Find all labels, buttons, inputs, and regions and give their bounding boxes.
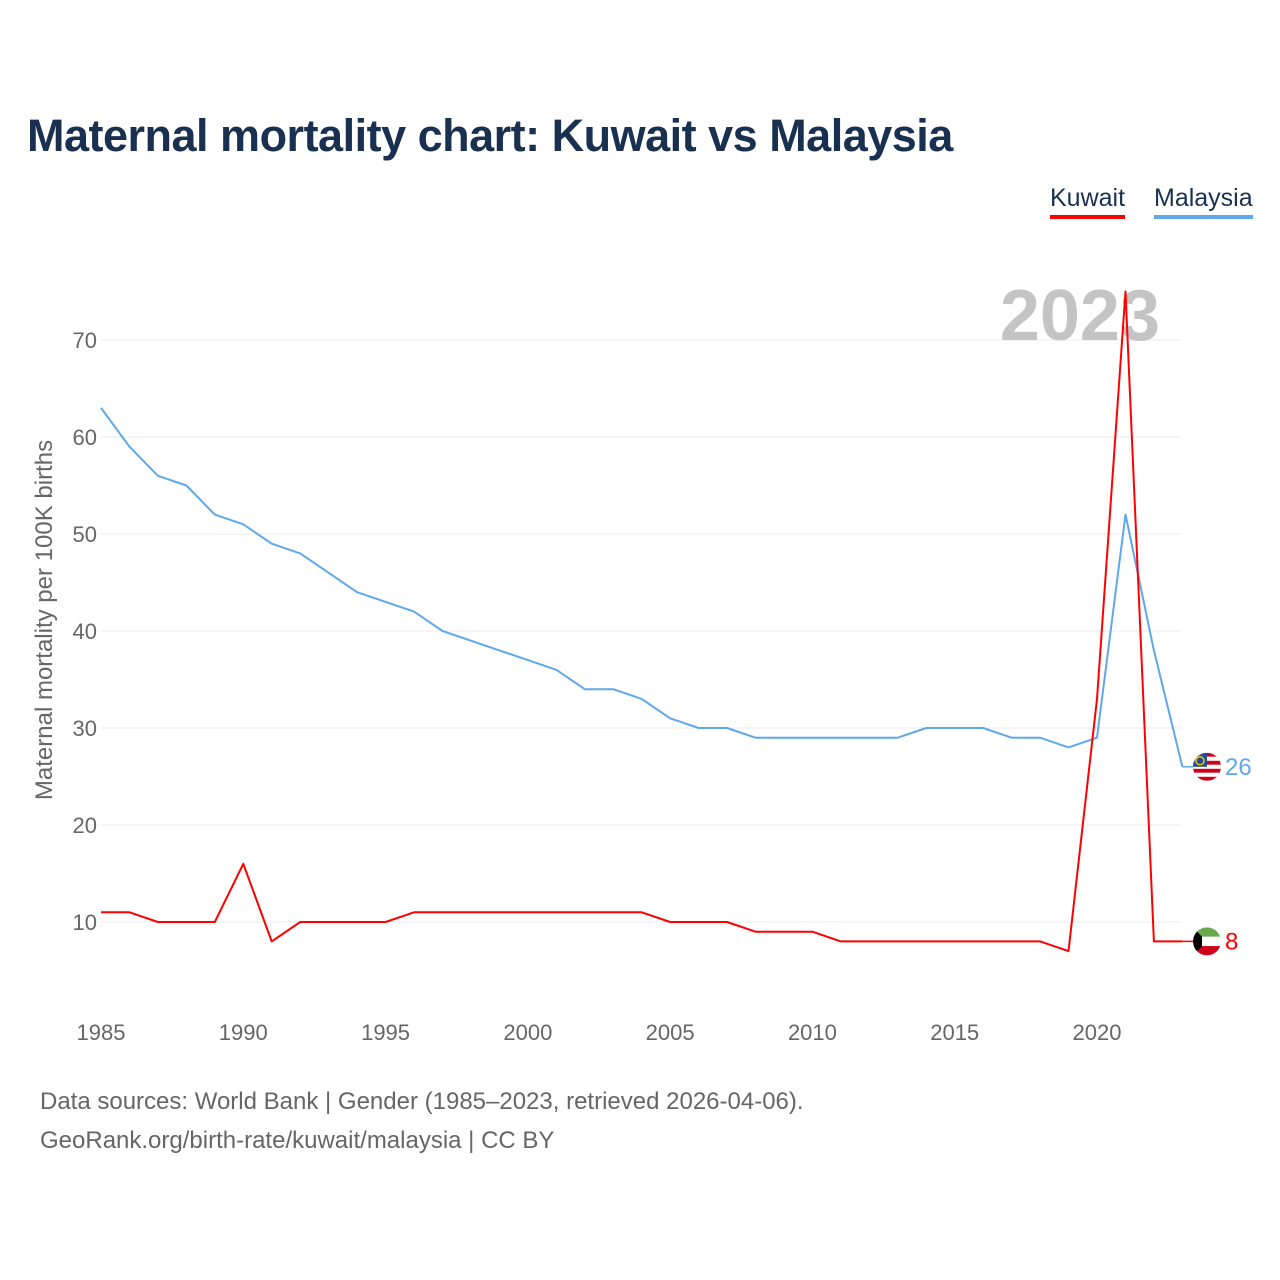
flag-stripe	[1193, 927, 1221, 937]
x-tick-label: 2005	[646, 1020, 695, 1045]
malaysia-flag-icon	[1193, 752, 1221, 781]
x-tick-label: 2010	[788, 1020, 837, 1045]
x-tick-label: 2000	[503, 1020, 552, 1045]
y-tick-label: 10	[73, 910, 97, 935]
flag-crescent	[1195, 756, 1205, 766]
attribution-line: GeoRank.org/birth-rate/kuwait/malaysia |…	[40, 1127, 555, 1154]
x-tick-label: 2020	[1073, 1020, 1122, 1045]
y-tick-label: 50	[73, 522, 97, 547]
year-watermark: 2023	[1000, 276, 1160, 356]
x-tick-label: 1995	[361, 1020, 410, 1045]
legend-malaysia[interactable]: Malaysia	[1154, 184, 1253, 219]
flag-trapezoid	[1193, 927, 1202, 956]
end-value-label: 8	[1225, 928, 1238, 955]
end-value-label: 26	[1225, 754, 1252, 781]
flag-body	[1193, 927, 1221, 956]
y-tick-label: 30	[73, 716, 97, 741]
flag-stripe	[1193, 776, 1221, 781]
y-axis-label: Maternal mortality per 100K births	[31, 440, 58, 800]
flag-stripe	[1193, 772, 1221, 777]
flag-stripe	[1193, 946, 1221, 956]
x-tick-label: 2015	[930, 1020, 979, 1045]
kuwait-flag-icon	[1193, 927, 1221, 956]
series-line-malaysia	[100, 407, 1184, 768]
series-line-kuwait	[101, 290, 1183, 953]
flag-stripe	[1193, 936, 1221, 947]
legend-kuwait[interactable]: Kuwait	[1050, 184, 1126, 219]
flag-stripe	[1193, 768, 1221, 773]
chart-title: Maternal mortality chart: Kuwait vs Mala…	[27, 110, 953, 161]
x-tick-label: 1990	[219, 1020, 268, 1045]
y-tick-label: 70	[73, 328, 97, 353]
source-line: Data sources: World Bank | Gender (1985–…	[40, 1088, 804, 1115]
y-tick-label: 40	[73, 619, 97, 644]
y-tick-label: 60	[73, 425, 97, 450]
y-tick-label: 20	[73, 813, 97, 838]
flag-body	[1193, 752, 1221, 781]
x-tick-label: 1985	[77, 1020, 126, 1045]
